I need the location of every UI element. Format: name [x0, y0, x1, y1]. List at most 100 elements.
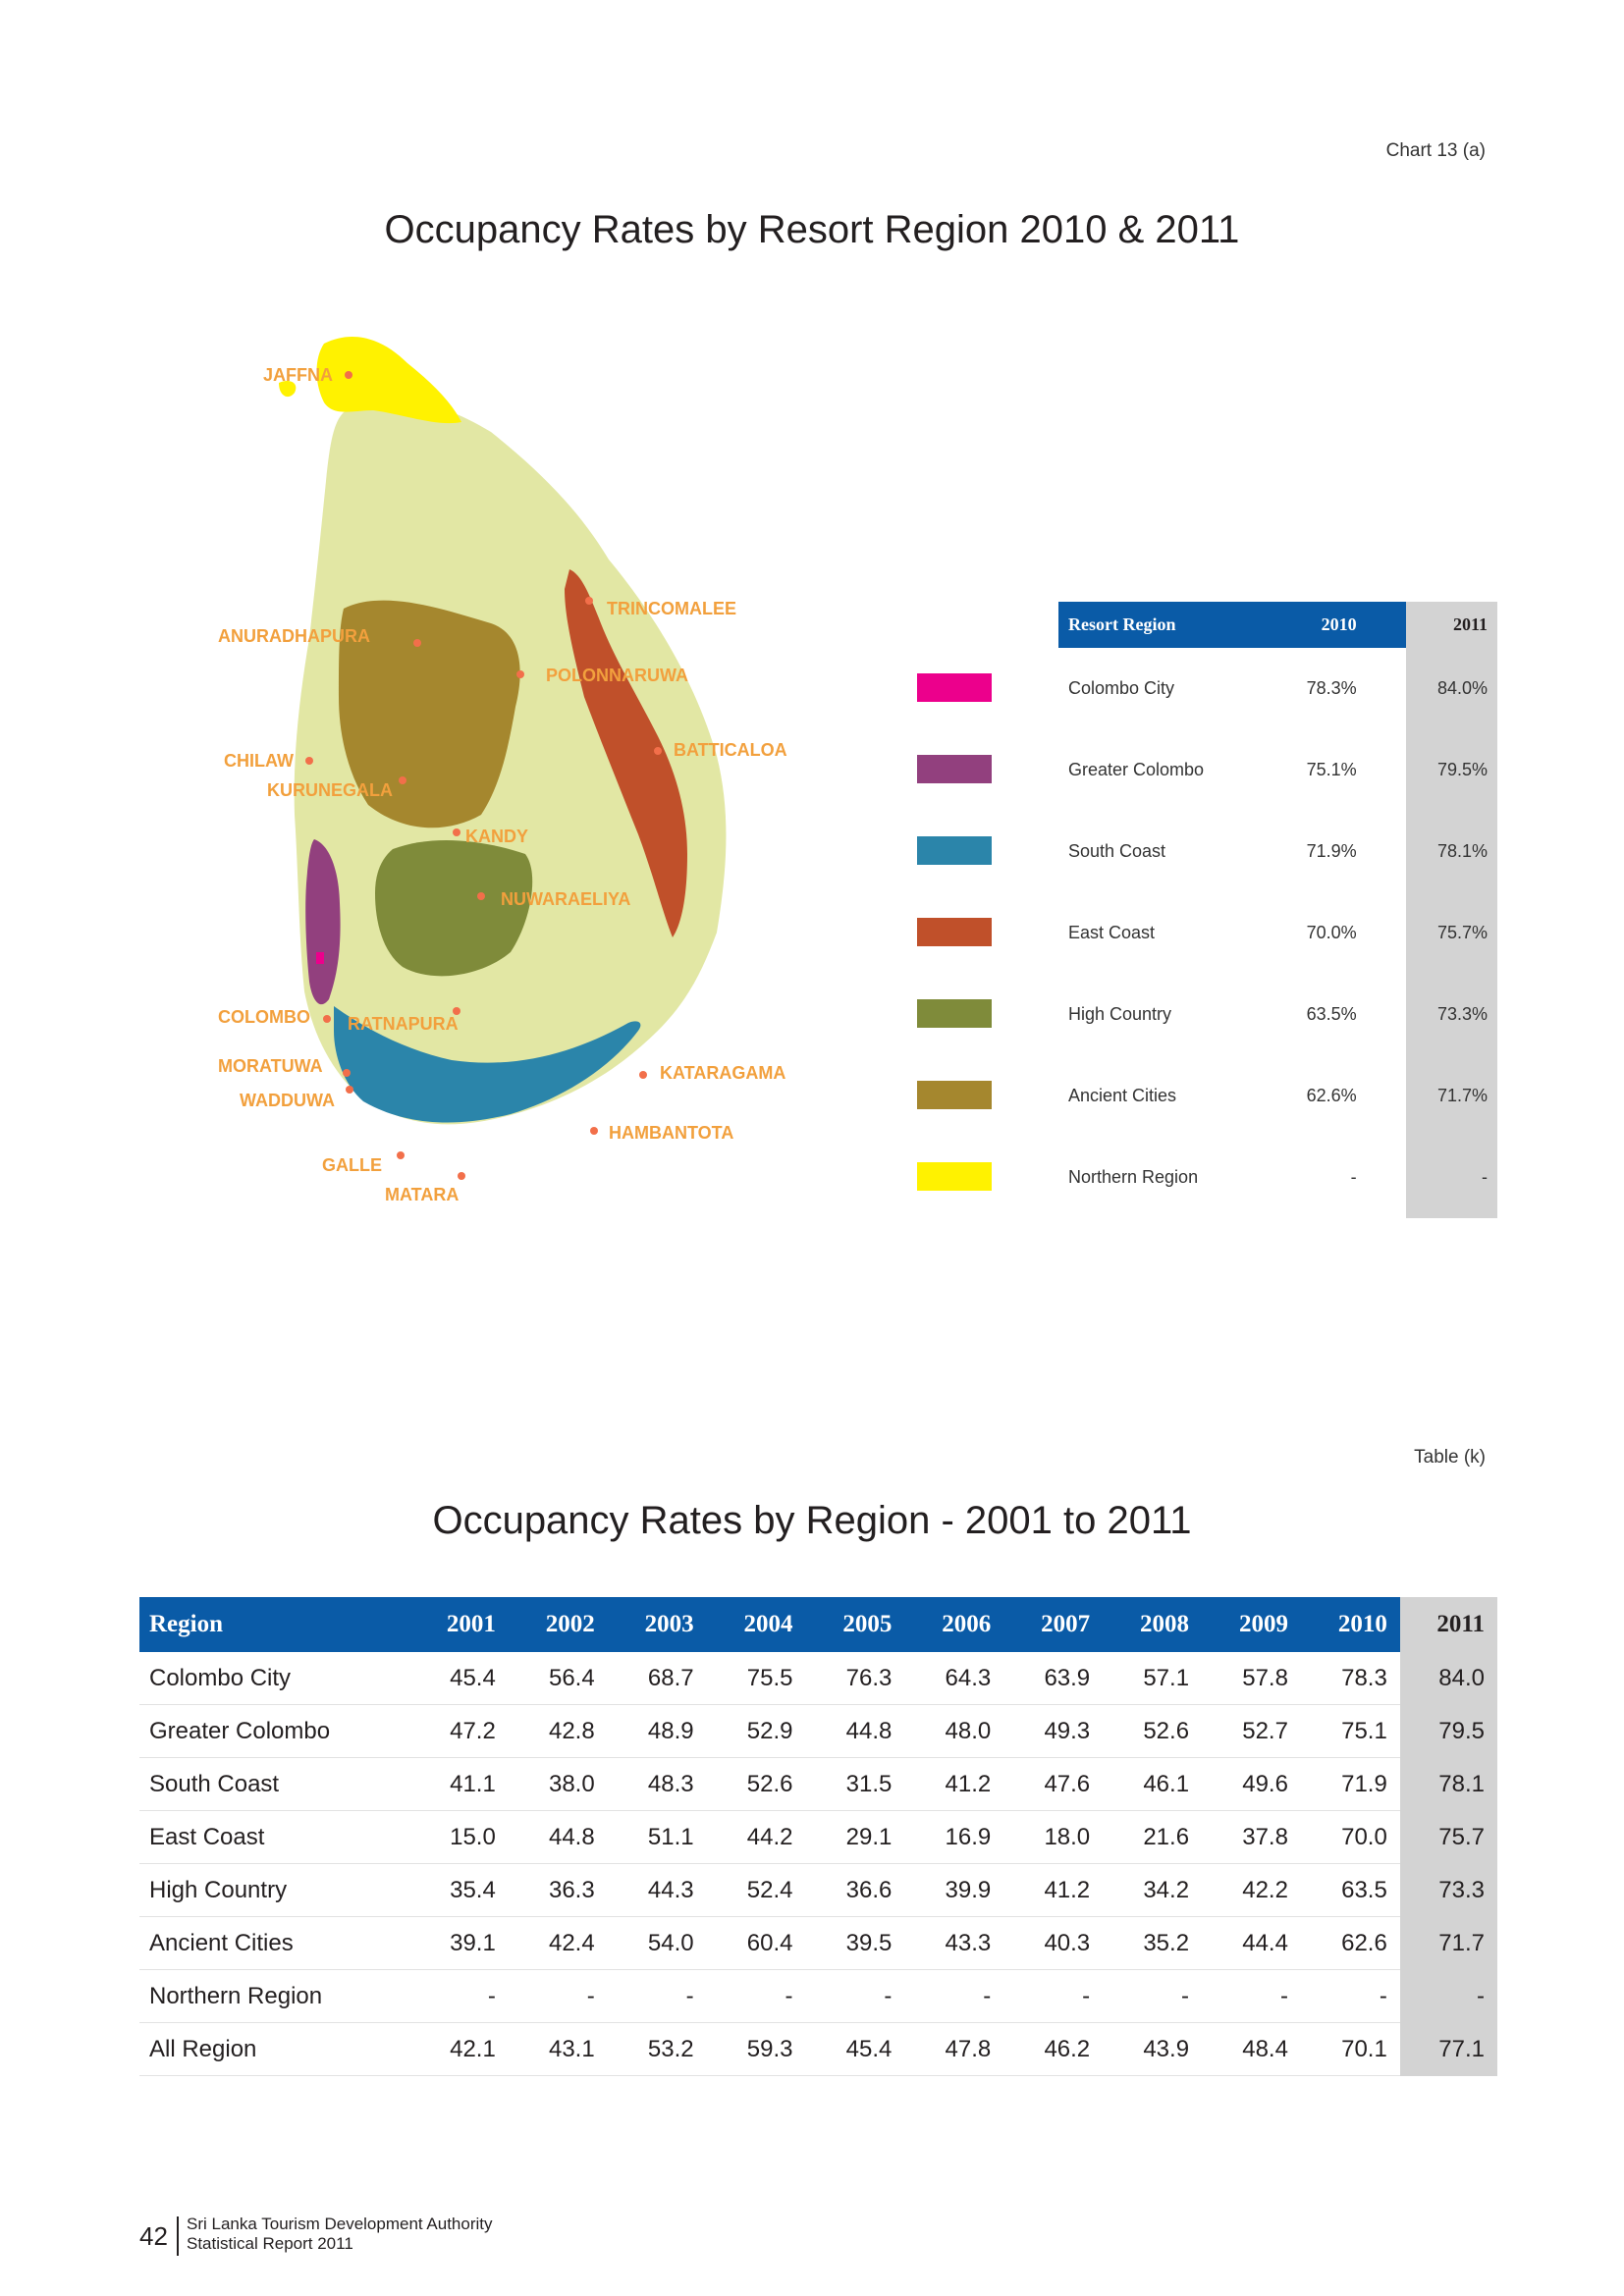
row-value: 41.2 — [1003, 1863, 1104, 1917]
legend-value-2011: 79.5% — [1405, 729, 1497, 811]
row-value: 64.3 — [904, 1652, 1004, 1705]
row-value: 29.1 — [805, 1810, 905, 1864]
row-value: 57.1 — [1103, 1652, 1203, 1705]
legend-region-name: Colombo City — [1068, 678, 1175, 698]
legend-value-2011: 75.7% — [1405, 892, 1497, 974]
city-label-batticaloa: BATTICALOA — [674, 740, 787, 760]
ratnapura-dot — [453, 1007, 460, 1015]
legend-value-2011: 78.1% — [1405, 811, 1497, 892]
row-value: 79.5 — [1399, 1704, 1497, 1758]
legend-region-name: Northern Region — [1068, 1167, 1199, 1187]
nuwaraeliya-dot — [477, 892, 485, 900]
row-value: 78.1 — [1399, 1757, 1497, 1811]
colombo-city-area — [316, 952, 324, 964]
row-region-name: Greater Colombo — [139, 1704, 409, 1758]
row-region-name: Colombo City — [139, 1652, 409, 1705]
sri-lanka-map: JAFFNA TRINCOMALEE ANURADHAPURA POLONNAR… — [218, 336, 787, 1204]
city-label-anuradhapura: ANURADHAPURA — [218, 626, 370, 646]
row-value: 35.4 — [408, 1863, 509, 1917]
row-region-name: All Region — [139, 2022, 409, 2076]
city-label-jaffna: JAFFNA — [263, 365, 333, 385]
row-value: - — [1300, 1969, 1400, 2023]
row-value: 41.1 — [408, 1757, 509, 1811]
galle-dot — [397, 1151, 405, 1159]
row-value: 36.3 — [508, 1863, 608, 1917]
legend-row: East Coast 70.0% 75.7% — [1058, 892, 1497, 974]
table-row: Colombo City 45.4 56.4 68.7 75.5 76.3 64.3 63.9… — [139, 1652, 1497, 1705]
city-label-wadduwa: WADDUWA — [240, 1091, 335, 1110]
city-label-chilaw: CHILAW — [224, 751, 294, 771]
swatch-south-coast — [917, 836, 992, 865]
row-value: 36.6 — [805, 1863, 905, 1917]
row-value: - — [408, 1969, 509, 2023]
row-value: 39.5 — [805, 1916, 905, 1970]
table-row: All Region 42.1 43.1 53.2 59.3 45.4 47.8 46.2 43… — [139, 2022, 1497, 2076]
row-value: 47.6 — [1003, 1757, 1104, 1811]
column-header: 2011 — [1399, 1597, 1497, 1652]
table-tag: Table (k) — [1414, 1447, 1486, 1468]
row-value: 45.4 — [805, 2022, 905, 2076]
city-label-ratnapura: RATNAPURA — [348, 1014, 459, 1034]
legend-row: High Country 63.5% 73.3% — [1058, 974, 1497, 1055]
row-value: 42.8 — [508, 1704, 608, 1758]
column-header: 2008 — [1103, 1597, 1203, 1652]
legend-row: Greater Colombo 75.1% 79.5% — [1058, 729, 1497, 811]
row-value: 77.1 — [1399, 2022, 1497, 2076]
row-value: 71.7 — [1399, 1916, 1497, 1970]
row-value: 49.3 — [1003, 1704, 1104, 1758]
column-header: 2009 — [1202, 1597, 1301, 1652]
column-header: Region — [139, 1597, 409, 1652]
row-value: 45.4 — [408, 1652, 509, 1705]
row-value: - — [1103, 1969, 1203, 2023]
swatch-ancient-cities — [917, 1081, 992, 1109]
legend-value-2010: 62.6% — [1306, 1086, 1357, 1105]
chart-tag: Chart 13 (a) — [1385, 140, 1486, 161]
northern-region-area — [316, 336, 461, 424]
swatch-high-country — [917, 999, 992, 1028]
trincomalee-dot — [585, 597, 593, 605]
row-region-name: Northern Region — [139, 1969, 409, 2023]
row-value: 46.1 — [1103, 1757, 1203, 1811]
legend-row: Ancient Cities 62.6% 71.7% — [1058, 1055, 1497, 1137]
row-value: 37.8 — [1202, 1810, 1301, 1864]
row-value: 73.3 — [1399, 1863, 1497, 1917]
greater-colombo-area — [305, 839, 341, 1005]
row-region-name: Ancient Cities — [139, 1916, 409, 1970]
row-region-name: South Coast — [139, 1757, 409, 1811]
swatch-colombo-city — [917, 673, 992, 702]
row-value: 39.9 — [904, 1863, 1004, 1917]
legend-row: South Coast 71.9% 78.1% — [1058, 811, 1497, 892]
table-row: East Coast 15.0 44.8 51.1 44.2 29.1 16.9 18.0 21… — [139, 1810, 1497, 1864]
row-region-name: East Coast — [139, 1810, 409, 1864]
legend-value-2011: - — [1405, 1137, 1497, 1218]
batticaloa-dot — [654, 747, 662, 755]
legend-header-2010: 2010 — [1262, 602, 1406, 648]
row-value: 52.6 — [706, 1757, 806, 1811]
row-value: 63.5 — [1300, 1863, 1400, 1917]
colombo-dot — [323, 1015, 331, 1023]
row-value: - — [706, 1969, 806, 2023]
row-value: - — [805, 1969, 905, 2023]
row-value: 63.9 — [1003, 1652, 1104, 1705]
row-value: 47.2 — [408, 1704, 509, 1758]
page-number: 42 — [139, 2221, 168, 2251]
city-label-polonnaruwa: POLONNARUWA — [546, 666, 688, 685]
row-value: 44.8 — [805, 1704, 905, 1758]
row-value: 53.2 — [607, 2022, 707, 2076]
column-header: 2002 — [508, 1597, 608, 1652]
row-value: 44.8 — [508, 1810, 608, 1864]
row-value: 48.4 — [1202, 2022, 1301, 2076]
anuradhapura-dot — [413, 639, 421, 647]
column-header: 2004 — [706, 1597, 806, 1652]
legend-value-2011: 84.0% — [1405, 648, 1497, 729]
row-value: 42.4 — [508, 1916, 608, 1970]
kurunegala-dot — [399, 776, 406, 784]
row-value: 47.8 — [904, 2022, 1004, 2076]
footer-report: Statistical Report 2011 — [187, 2234, 353, 2253]
column-header: 2001 — [408, 1597, 509, 1652]
table-header-row: Region 2001 2002 2003 2004 2005 2006 200… — [139, 1597, 1497, 1652]
chilaw-dot — [305, 757, 313, 765]
table-row: High Country 35.4 36.3 44.3 52.4 36.6 39.9 41.2… — [139, 1863, 1497, 1917]
row-value: 57.8 — [1202, 1652, 1301, 1705]
row-value: 48.9 — [607, 1704, 707, 1758]
